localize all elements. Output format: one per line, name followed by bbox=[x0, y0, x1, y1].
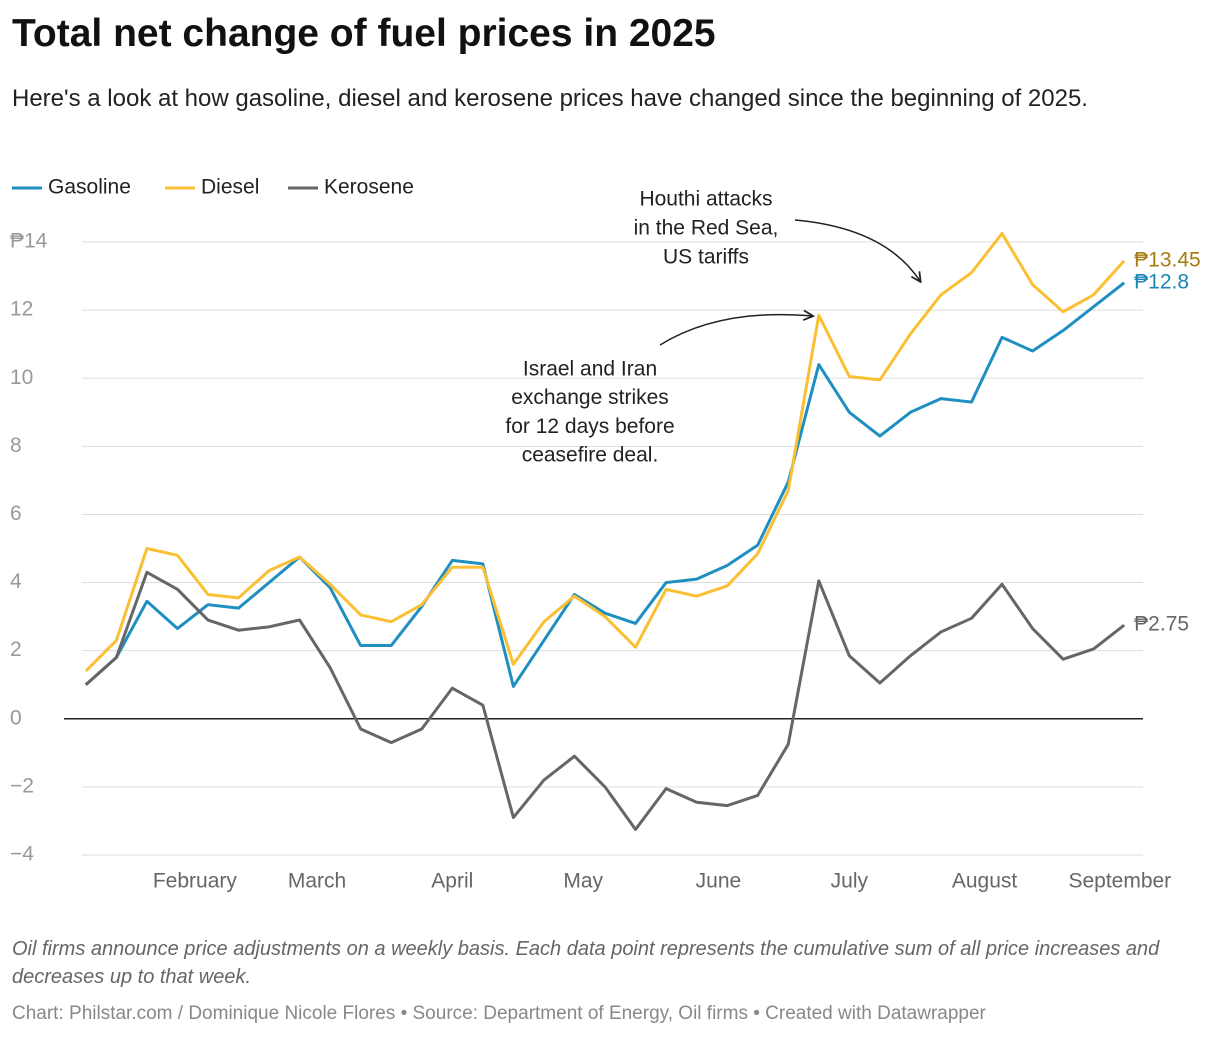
y-tick-label: 2 bbox=[10, 638, 22, 661]
series-line bbox=[84, 281, 1126, 688]
x-tick-label: April bbox=[431, 870, 473, 893]
y-tick-label: 12 bbox=[10, 298, 33, 321]
y-tick-label: ₱14 bbox=[10, 230, 48, 253]
x-tick-label: February bbox=[153, 870, 238, 893]
end-label: ₱13.45 bbox=[1134, 248, 1201, 271]
y-tick-label: −4 bbox=[10, 843, 34, 866]
chart-credit: Chart: Philstar.com / Dominique Nicole F… bbox=[12, 1003, 986, 1024]
end-label: ₱2.75 bbox=[1134, 613, 1189, 636]
y-tick-label: −2 bbox=[10, 774, 34, 797]
x-tick-label: March bbox=[288, 870, 346, 893]
annotation-arrow bbox=[659, 315, 812, 346]
annotation-arrow bbox=[794, 219, 920, 281]
end-label: ₱12.8 bbox=[1134, 270, 1189, 293]
series-line bbox=[84, 570, 1126, 831]
legend-label: Diesel bbox=[201, 176, 259, 199]
y-tick-label: 4 bbox=[10, 570, 22, 593]
annotation: ceasefire deal. bbox=[522, 444, 659, 467]
x-tick-label: June bbox=[696, 870, 742, 893]
y-tick-label: 8 bbox=[10, 434, 22, 457]
legend-label: Kerosene bbox=[324, 176, 414, 199]
series-line bbox=[84, 231, 1126, 673]
chart-note: Oil firms announce price adjustments on … bbox=[12, 938, 1160, 988]
annotation: exchange strikes bbox=[511, 386, 669, 409]
y-tick-label: 6 bbox=[10, 502, 22, 525]
annotation: Houthi attacks bbox=[639, 188, 772, 211]
chart: −4 −2 0 2 4 6 8 10 12 ₱14 February March April May Jun… bbox=[10, 176, 1201, 893]
y-tick-label: 10 bbox=[10, 366, 33, 389]
chart-title: Total net change of fuel prices in 2025 bbox=[12, 12, 716, 55]
x-tick-label: July bbox=[831, 870, 869, 893]
x-tick-label: May bbox=[563, 870, 603, 893]
x-tick-label: September bbox=[1068, 870, 1171, 893]
annotation: in the Red Sea, bbox=[634, 217, 779, 240]
annotation: for 12 days before bbox=[505, 415, 674, 438]
annotation: Israel and Iran bbox=[523, 358, 657, 381]
legend-label: Gasoline bbox=[48, 176, 131, 199]
x-tick-label: August bbox=[952, 870, 1018, 893]
y-tick-label: 0 bbox=[10, 706, 22, 729]
annotation: US tariffs bbox=[663, 246, 749, 269]
chart-subtitle: Here's a look at how gasoline, diesel an… bbox=[12, 85, 1088, 112]
